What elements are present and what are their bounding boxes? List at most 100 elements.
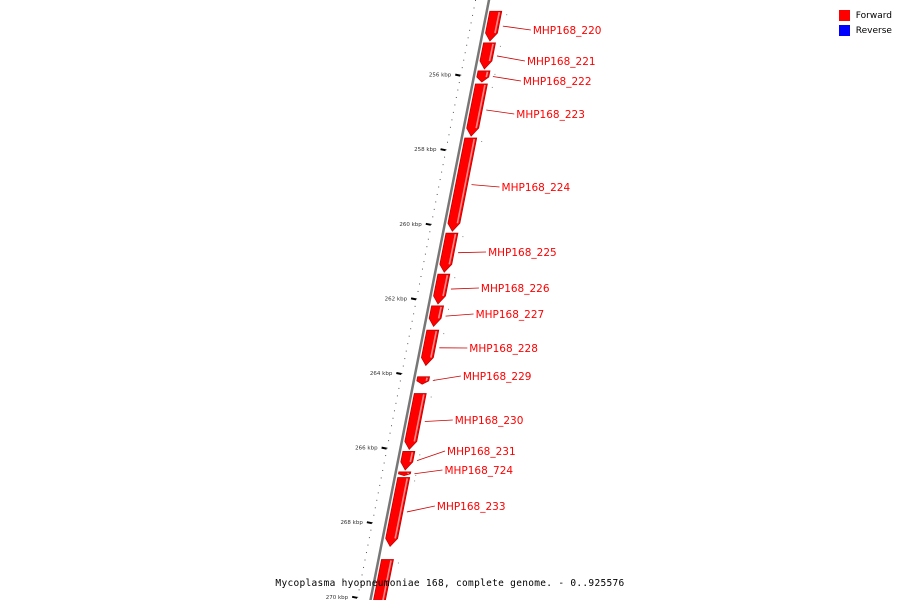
minor-tick (472, 14, 474, 16)
gene-label: MHP168_228 (469, 343, 538, 355)
minor-tick (413, 313, 415, 315)
gene-dot (491, 86, 493, 88)
tick-label: 260 kbp (399, 222, 422, 228)
gene-dot (430, 396, 432, 398)
minor-tick (469, 29, 471, 31)
gene-arrow (398, 471, 412, 476)
minor-tick (376, 499, 378, 501)
minor-tick (458, 82, 460, 84)
gene-dot (454, 277, 456, 279)
minor-tick (365, 552, 367, 554)
minor-tick (405, 350, 407, 352)
legend-item-reverse: Reverse (838, 23, 892, 38)
gene-highlight (485, 71, 489, 78)
gene-highlight (394, 478, 408, 539)
gene-highlight (437, 306, 442, 319)
minor-tick (364, 559, 366, 561)
major-tick (351, 595, 358, 599)
minor-tick (470, 22, 472, 24)
genome-backbone (369, 0, 491, 600)
gene-label: MHP168_221 (527, 56, 596, 68)
gene-highlight (413, 394, 425, 442)
gene-label: MHP168_223 (516, 109, 585, 121)
gene-label-line (416, 450, 446, 462)
minor-tick (371, 522, 373, 524)
major-tick (425, 222, 431, 226)
minor-tick (388, 440, 390, 442)
tick-label: 256 kbp (429, 73, 452, 79)
minor-tick (410, 328, 412, 330)
minor-tick (473, 7, 475, 9)
minor-tick (389, 432, 391, 434)
gene-label: MHP168_229 (463, 371, 532, 383)
gene-dot (419, 454, 421, 456)
minor-tick (435, 201, 437, 203)
major-tick (366, 521, 373, 525)
gene-dot (481, 141, 483, 143)
minor-tick (395, 402, 397, 404)
minor-tick (423, 261, 425, 263)
gene-highlight (430, 330, 438, 358)
gene-label: MHP168_227 (476, 309, 545, 321)
major-tick (440, 148, 446, 152)
gene-highlight (425, 377, 428, 382)
minor-tick (444, 156, 446, 158)
minor-tick (433, 208, 435, 210)
minor-tick (445, 149, 447, 151)
gene-dot (443, 333, 445, 335)
minor-tick (391, 425, 393, 427)
minor-tick (374, 507, 376, 509)
minor-tick (475, 0, 476, 1)
minor-tick (383, 462, 385, 464)
minor-tick (416, 298, 418, 300)
minor-tick (421, 268, 423, 270)
minor-tick (455, 96, 457, 98)
legend-label-forward: Forward (855, 10, 892, 21)
minor-tick (414, 305, 416, 307)
minor-tick (426, 246, 428, 248)
gene-label-line (406, 505, 435, 513)
minor-tick (430, 223, 432, 225)
minor-tick (407, 343, 409, 345)
minor-tick (402, 365, 404, 367)
minor-tick (467, 37, 469, 39)
major-tick (396, 372, 402, 375)
gene-dot (448, 308, 450, 310)
gene-label-line (471, 184, 500, 188)
tick-label: 262 kbp (385, 296, 408, 302)
minor-tick (452, 111, 454, 113)
tick-label: 268 kbp (340, 520, 363, 526)
gene-dot (397, 562, 399, 564)
minor-tick (363, 566, 365, 568)
gene-label-line (414, 469, 443, 475)
gene-label-line (492, 76, 521, 82)
minor-tick (451, 119, 453, 121)
minor-tick (454, 104, 456, 106)
gene-arrow (416, 376, 431, 385)
minor-tick (367, 544, 369, 546)
gene-label: MHP168_231 (447, 446, 516, 458)
minor-tick (398, 387, 400, 389)
minor-tick (461, 67, 463, 69)
gene-label: MHP168_724 (444, 465, 513, 477)
minor-tick (464, 52, 466, 54)
gene-dot (494, 73, 496, 75)
gene-label: MHP168_230 (455, 415, 524, 427)
legend-item-forward: Forward (838, 8, 892, 23)
gene-label-line (445, 313, 474, 317)
gene-highlight (409, 452, 414, 463)
gene-label-line (458, 251, 487, 254)
tick-label: 258 kbp (414, 147, 437, 153)
legend: Forward Reverse (838, 8, 892, 38)
minor-tick (373, 514, 375, 516)
minor-tick (386, 447, 388, 449)
gene-label-line (486, 109, 515, 115)
major-tick (410, 297, 417, 301)
minor-tick (417, 290, 419, 292)
gene-dot (499, 45, 501, 47)
minor-tick (411, 320, 413, 322)
minor-tick (361, 574, 363, 576)
minor-tick (424, 253, 426, 255)
tick-label: 266 kbp (355, 446, 378, 452)
